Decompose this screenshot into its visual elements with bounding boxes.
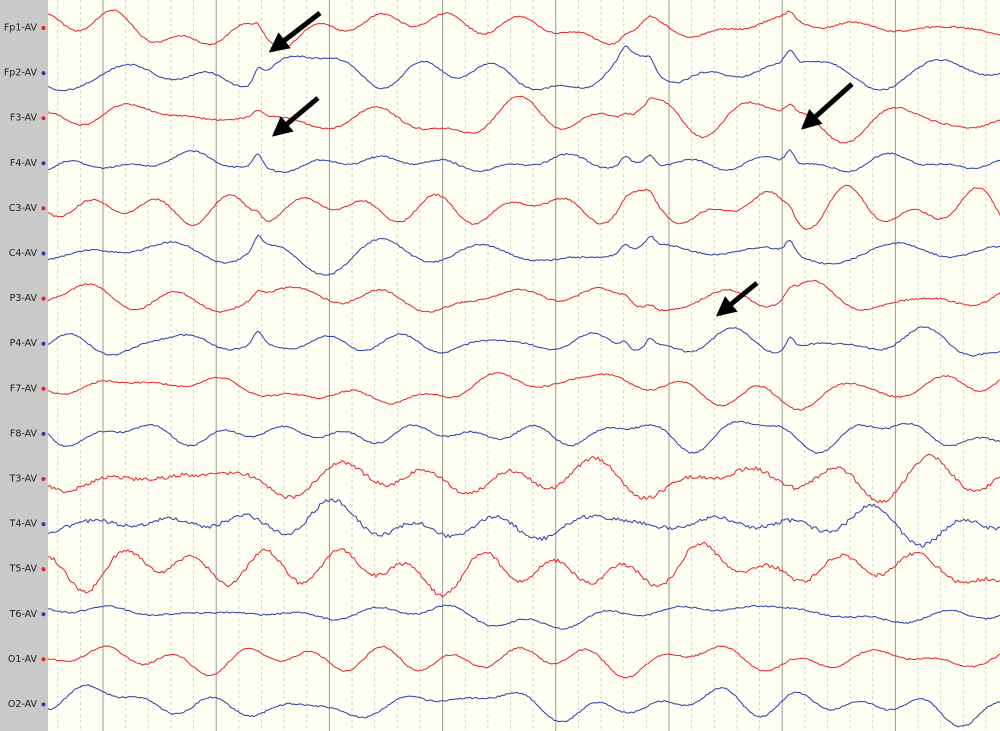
- channel-label: C3-AV: [9, 203, 38, 214]
- channel-dot: [41, 116, 46, 121]
- channel-labels: Fp1-AV Fp2-AV F3-AV F4-AV C3-AV C4-AV P3-AV P4-…: [4, 23, 46, 710]
- eeg-trace: [47, 95, 1000, 144]
- channel-label: T4-AV: [9, 519, 38, 530]
- channel-label: P4-AV: [10, 338, 38, 349]
- channel-dot: [41, 657, 46, 662]
- channel-dot: [41, 341, 46, 346]
- arrow: [715, 281, 759, 317]
- channel-label: F3-AV: [10, 113, 38, 124]
- eeg-trace: [47, 604, 1000, 630]
- eeg-trace: [47, 45, 1000, 92]
- eeg-trace: [47, 149, 1000, 174]
- channel-label: O1-AV: [8, 654, 38, 665]
- channel-label: C4-AV: [9, 248, 38, 259]
- label-panel: [0, 0, 48, 731]
- arrows: [268, 11, 854, 317]
- traces: [47, 9, 1000, 728]
- channel-dot: [41, 567, 46, 572]
- channel-label: Fp1-AV: [4, 23, 38, 34]
- channel-dot: [41, 431, 46, 436]
- arrow: [271, 96, 320, 137]
- channel-dot: [41, 612, 46, 617]
- channel-label: F4-AV: [10, 158, 38, 169]
- channel-label: T3-AV: [9, 474, 38, 485]
- channel-dot: [41, 206, 46, 211]
- channel-dot: [41, 702, 46, 707]
- channel-dot: [41, 386, 46, 391]
- channel-label: T5-AV: [9, 564, 38, 575]
- eeg-trace: [47, 184, 1000, 230]
- arrow: [268, 11, 322, 53]
- eeg-trace: [47, 645, 1000, 679]
- eeg-trace: [47, 454, 1000, 504]
- eeg-trace: [47, 234, 1000, 276]
- eeg-trace: [47, 372, 1000, 411]
- eeg-trace: [47, 420, 1000, 455]
- channel-dot: [41, 522, 46, 527]
- eeg-trace: [47, 498, 1000, 548]
- channel-dot: [41, 26, 46, 30]
- eeg-trace: [47, 280, 1000, 313]
- channel-label: P3-AV: [10, 293, 38, 304]
- arrow: [801, 82, 854, 130]
- eeg-trace: [47, 326, 1000, 357]
- channel-label: O2-AV: [8, 699, 38, 710]
- channel-label: Fp2-AV: [4, 68, 38, 79]
- channel-label: F7-AV: [10, 383, 38, 394]
- channel-label: T6-AV: [9, 609, 38, 620]
- channel-dot: [41, 477, 46, 481]
- channel-dot: [41, 296, 46, 301]
- channel-label: F8-AV: [10, 428, 38, 439]
- eeg-trace: [47, 541, 1000, 598]
- eeg-trace: [47, 9, 1000, 48]
- eeg-trace: [47, 684, 1000, 728]
- channel-dot: [41, 71, 46, 76]
- channel-dot: [41, 161, 46, 166]
- channel-dot: [41, 251, 46, 256]
